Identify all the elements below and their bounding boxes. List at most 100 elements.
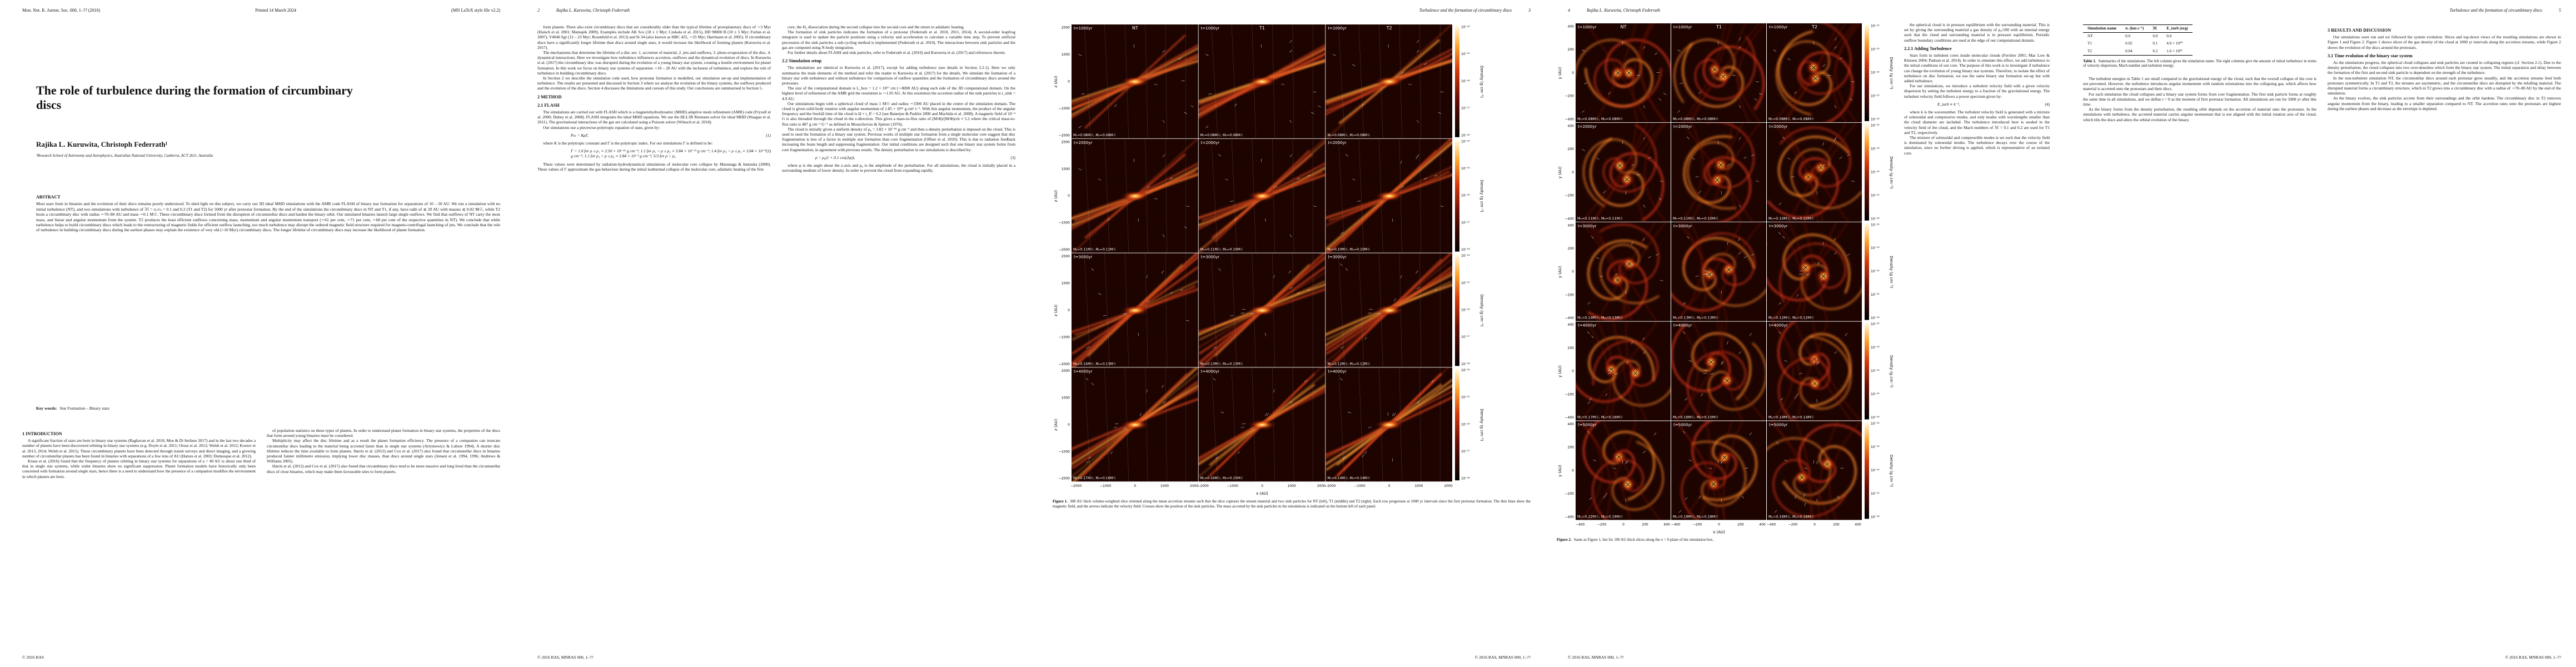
velocity-arrow: [1796, 393, 1799, 396]
velocity-arrow: [1608, 92, 1611, 95]
velocity-arrow: [1304, 380, 1307, 383]
core-glow: [1247, 76, 1278, 88]
velocity-arrow: [1123, 312, 1127, 315]
velocity-arrow: [1162, 234, 1165, 237]
x-tick-label: −1000: [1354, 484, 1365, 488]
field-line: [1211, 367, 1218, 482]
abstract-heading: ABSTRACT: [36, 195, 61, 200]
spiral-arm: [1797, 23, 1852, 94]
velocity-arrow: [1392, 458, 1393, 462]
density-map: [1072, 253, 1198, 367]
spiral-arm: [1592, 459, 1644, 520]
panel-time: t=2000yr: [1769, 125, 1788, 129]
velocity-arrow: [1778, 232, 1781, 235]
velocity-arrow: [1784, 360, 1788, 362]
velocity-arrow: [1584, 82, 1587, 84]
section-heading: 3 RESULTS AND DISCUSSION: [2328, 28, 2391, 33]
streamer: [1676, 321, 1698, 421]
section-heading: 2.2 Simulation setup: [782, 58, 822, 64]
table-head: Simulation name σᵥ (km s⁻¹) ℳ E_turb (erg): [2083, 24, 2193, 33]
velocity-arrow: [1605, 393, 1608, 396]
velocity-arrow: [1721, 460, 1722, 464]
velocity-arrow: [1727, 241, 1728, 245]
colorbar-tick-label: 10⁻¹⁶: [1871, 316, 1880, 320]
velocity-arrow: [1755, 81, 1759, 82]
streamer: [1772, 222, 1837, 321]
table-header-row: Simulation name σᵥ (km s⁻¹) ℳ E_turb (erg): [2083, 24, 2193, 33]
velocity-arrow: [1787, 157, 1791, 160]
colorbar-label: Density (g cm⁻³): [1889, 355, 1894, 387]
x-tick-label: −1000: [1100, 484, 1111, 488]
velocity-arrow: [1281, 84, 1285, 85]
y-tick-label: 0: [1572, 171, 1574, 175]
velocity-arrow: [1625, 460, 1627, 464]
velocity-arrow: [1154, 198, 1158, 200]
streamer: [1777, 122, 1848, 222]
velocity-arrow: [1368, 427, 1372, 428]
velocity-arrow: [1289, 154, 1292, 157]
panel: t=3000yr M₁=0.14M☉, M₂=0.13M☉: [1576, 222, 1671, 321]
velocity-arrow: [1643, 46, 1646, 49]
x-tick-label: −2000: [1198, 484, 1209, 488]
equation-body: Pₜₕ = KρΓ,: [571, 132, 589, 138]
velocity-arrow: [1169, 177, 1173, 180]
velocity-arrow: [1839, 157, 1842, 159]
velocity-arrow: [1751, 253, 1755, 256]
paragraph: Our simulations were run and we followed…: [2328, 34, 2561, 50]
velocity-arrow: [1240, 427, 1244, 428]
panel-mass: M₁=0.08M☉, M₂=0.08M☉: [1200, 133, 1243, 137]
spiral-arm: [1599, 223, 1660, 284]
colorbar-tick-label: 10⁻¹⁵: [1461, 52, 1470, 56]
sink-particle: [1626, 482, 1630, 487]
table-row: T1 0.02 0.1 4.0 × 10⁴⁰: [2083, 40, 2193, 47]
colorbar-tick-label: 10⁻¹⁴: [1461, 26, 1470, 29]
x-tick-label: −2000: [1070, 484, 1082, 488]
velocity-arrow: [1653, 432, 1657, 436]
table-body: NT 0.0 0.0 0.0 T1 0.02 0.1 4.0 × 10⁴⁰ T2 0.04 0.2 1…: [2083, 33, 2193, 56]
y-axis-label: z (AU): [1054, 419, 1058, 431]
paragraph: Stars form in turbulent cores inside mol…: [1904, 53, 2050, 84]
velocity-arrow: [1091, 268, 1094, 271]
streamer: [1603, 421, 1661, 520]
y-tick-label: 400: [1568, 422, 1575, 426]
velocity-arrow: [1220, 411, 1224, 414]
paragraph: As the binary evolves, the sink particle…: [2328, 96, 2561, 111]
panel-time: t=4000yr: [1578, 323, 1597, 328]
density-map: [1198, 24, 1326, 138]
velocity-arrow: [1813, 360, 1815, 364]
velocity-arrow: [1804, 502, 1806, 506]
panel-mass: M₁=0.11M☉, M₂=0.10M☉: [1200, 248, 1243, 252]
sink-particle: [1721, 74, 1726, 79]
density-map: [1767, 321, 1862, 421]
core-glow: [1119, 76, 1150, 88]
velocity-arrow: [1722, 361, 1724, 365]
page-footer: © 2016 RAS, MNRAS 000, 1–??: [1568, 655, 1624, 660]
streamer: [1717, 321, 1766, 421]
velocity-arrow: [1265, 218, 1266, 222]
table-cell: 0.04: [2125, 48, 2132, 53]
velocity-arrow: [1417, 154, 1419, 157]
colorbar-tick-label: 10⁻¹³: [1871, 246, 1880, 250]
velocity-arrow: [1780, 398, 1783, 401]
paragraph: For our simulations, we introduce a turb…: [1904, 83, 2050, 99]
velocity-arrow: [1816, 460, 1818, 464]
streamer: [1622, 222, 1667, 321]
streamer: [1582, 122, 1655, 222]
density-map: [1671, 222, 1766, 321]
panel-time: t=1000yr: [1578, 25, 1597, 29]
table-cell: NT: [2087, 34, 2093, 39]
core-glow: [1374, 76, 1405, 88]
streamer: [1587, 421, 1637, 520]
colorbar-tick-label: 10⁻¹⁷: [1461, 107, 1470, 111]
velocity-arrow: [1154, 84, 1158, 85]
paragraph: Harris et al. (2012) and Cox et al. (201…: [267, 464, 500, 474]
colorbar-tick-label: 10⁻¹²: [1871, 24, 1880, 28]
velocity-arrow: [1593, 459, 1597, 461]
velocity-arrow: [1738, 238, 1740, 241]
spiral-arm: [1683, 232, 1755, 286]
velocity-arrow: [1417, 287, 1420, 290]
panel-label: NT: [1621, 24, 1627, 29]
density-map: [1198, 367, 1326, 482]
velocity-arrow: [1103, 315, 1107, 316]
velocity-arrow: [1434, 289, 1438, 291]
